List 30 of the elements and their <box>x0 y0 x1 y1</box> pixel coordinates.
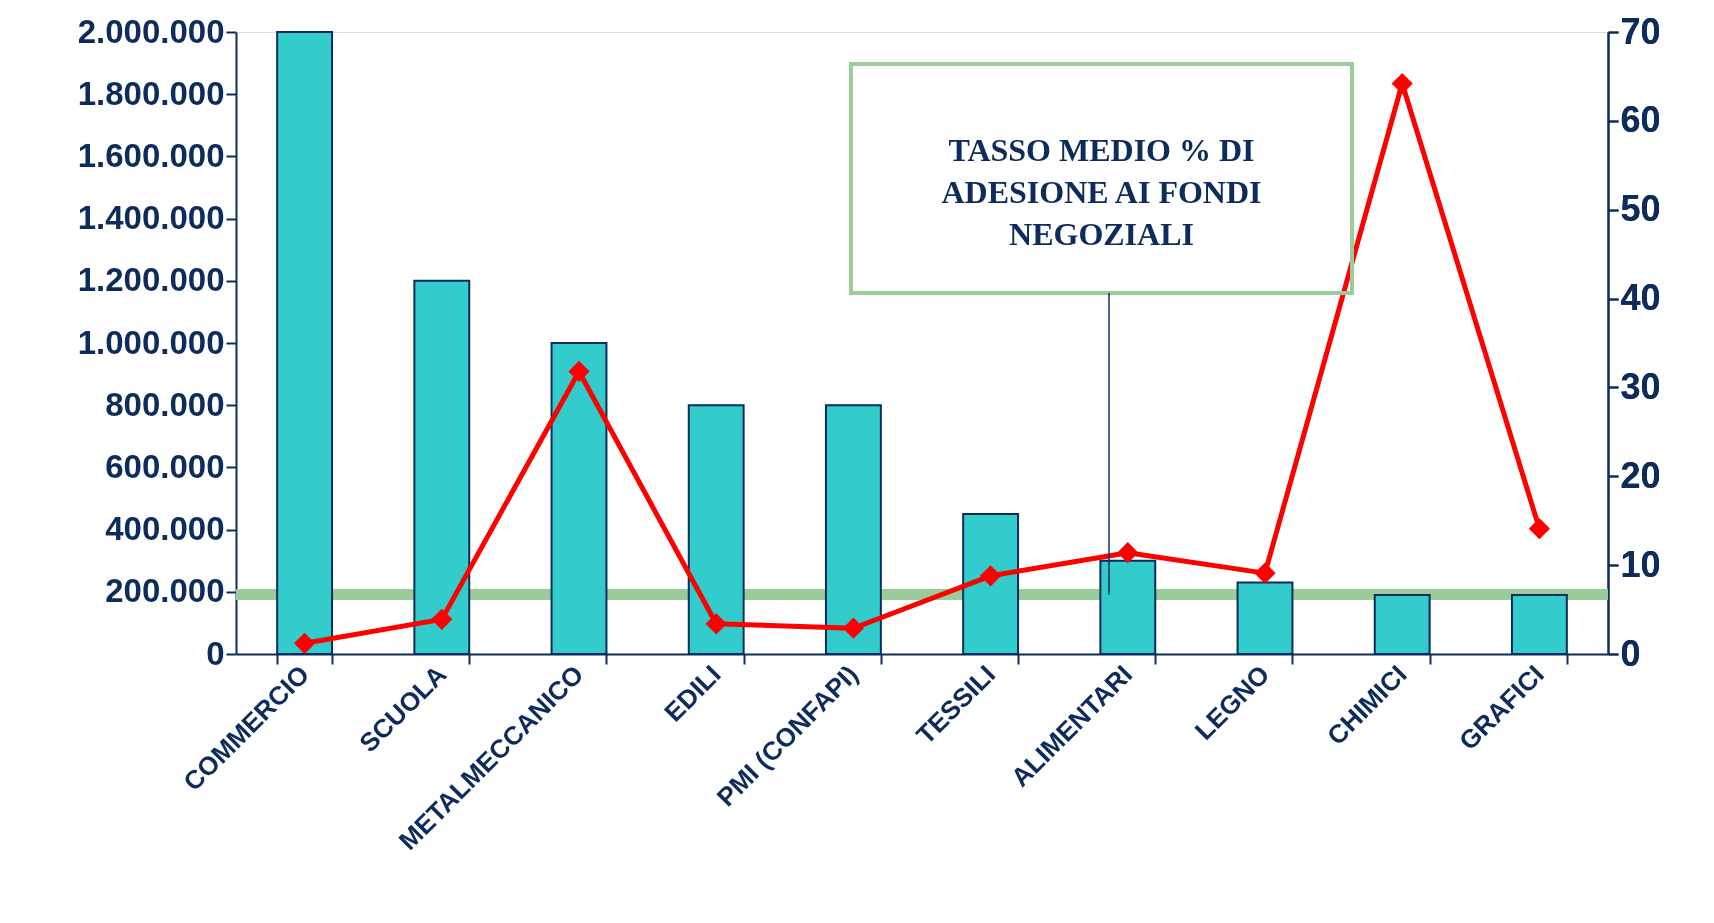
y-tick-label: 0 <box>206 634 225 672</box>
point <box>1254 562 1276 584</box>
point <box>842 617 865 639</box>
ref-line-label: TASSO MEDIO % DI ADESIONE AI FONDI NEGOZIALI <box>941 131 1262 252</box>
point <box>705 613 727 635</box>
y2-tick-label: 70 <box>1620 10 1661 52</box>
y-tick-label: 800.000 <box>105 385 225 423</box>
y-tick-label: 1.800.000 <box>77 74 225 112</box>
y2-tick-label: 0 <box>1620 632 1641 674</box>
point <box>568 360 590 383</box>
y-tick-label: 400.000 <box>105 510 225 548</box>
y2-tick-label: 60 <box>1620 99 1661 141</box>
y-tick-label: 200.000 <box>105 572 225 610</box>
point <box>1528 518 1551 540</box>
point <box>1117 542 1139 564</box>
point <box>979 565 1002 587</box>
y2-tick-label: 40 <box>1620 277 1661 319</box>
y-tick-label: 1.400.000 <box>77 199 225 237</box>
y-tick-label: 2.000.000 <box>77 12 225 50</box>
y-tick-label: 1.600.000 <box>77 136 225 174</box>
y-tick-label: 1.000.000 <box>77 323 225 361</box>
y2-tick-label: 50 <box>1620 188 1661 230</box>
y2-tick-label: 30 <box>1620 365 1661 407</box>
point <box>431 608 453 630</box>
point <box>1391 72 1413 95</box>
y2-tick-label: 10 <box>1620 543 1661 585</box>
y-tick-label: 1.200.000 <box>77 261 225 299</box>
y2-tick-label: 20 <box>1620 454 1661 496</box>
y-tick-label: 600.000 <box>105 447 225 485</box>
point <box>293 632 316 654</box>
